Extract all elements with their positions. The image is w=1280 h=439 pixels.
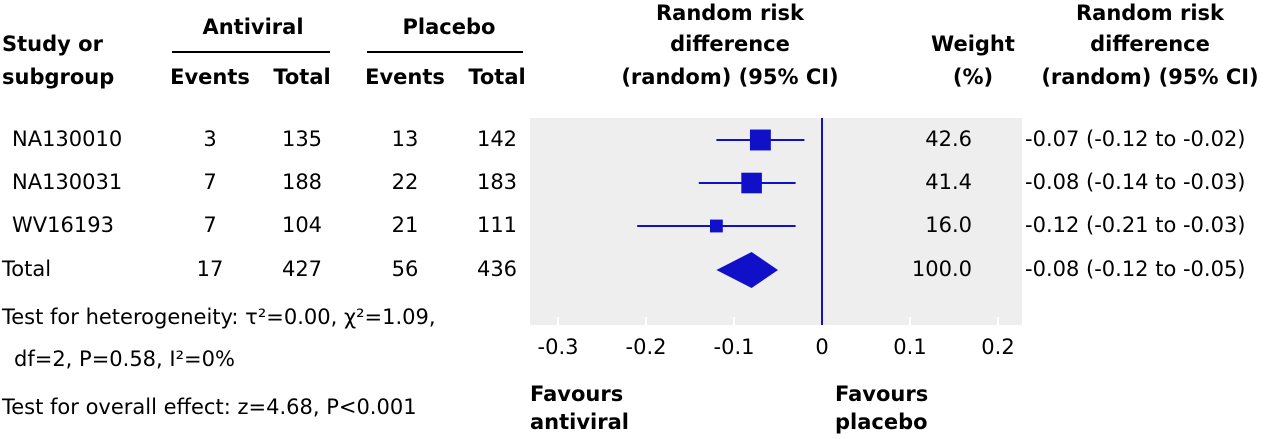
header-text: Total <box>468 65 525 89</box>
x-tick-label: 0.2 <box>981 335 1014 359</box>
weight-square <box>749 129 771 151</box>
favours-label: placebo <box>835 410 928 434</box>
cell: 142 <box>477 127 517 151</box>
x-tick-label: -0.1 <box>714 335 755 359</box>
header-text: Events <box>365 65 445 89</box>
header-text: Events <box>170 65 250 89</box>
cell: 3 <box>203 127 216 151</box>
study-name: NA130010 <box>12 127 122 151</box>
x-tick-label: -0.3 <box>538 335 579 359</box>
footnote: Test for heterogeneity: τ²=0.00, χ²=1.09… <box>1 305 436 329</box>
study-name: WV16193 <box>12 213 114 237</box>
x-tick-label: 0.1 <box>893 335 926 359</box>
cell: 56 <box>392 257 419 281</box>
plot-background <box>530 118 1022 325</box>
favours-label: antiviral <box>530 410 629 434</box>
favours-label: Favours <box>530 382 623 406</box>
footnote: Test for overall effect: z=4.68, P<0.001 <box>1 395 417 419</box>
cell: 188 <box>282 170 322 194</box>
header-text: (%) <box>953 65 993 89</box>
weight: 100.0 <box>912 257 972 281</box>
ci-label: -0.08 (-0.12 to -0.05) <box>1025 257 1246 281</box>
header-text: Total <box>273 65 330 89</box>
cell: 17 <box>197 257 224 281</box>
cell: 13 <box>392 127 419 151</box>
header-text: (random) (95% CI) <box>1041 65 1258 89</box>
ci-label: -0.12 (-0.21 to -0.03) <box>1025 213 1246 237</box>
cell: 135 <box>282 127 322 151</box>
header-text: Placebo <box>403 15 496 39</box>
study-name: Total <box>1 257 51 281</box>
cell: 436 <box>477 257 517 281</box>
cell: 22 <box>392 170 419 194</box>
header-text: difference <box>670 32 790 56</box>
cell: 427 <box>282 257 322 281</box>
cell: 7 <box>203 170 216 194</box>
cell: 111 <box>477 213 517 237</box>
header-text: Weight <box>931 32 1015 56</box>
cell: 183 <box>477 170 517 194</box>
weight-square <box>710 219 723 233</box>
footnote: df=2, P=0.58, I²=0% <box>14 347 235 371</box>
x-tick-label: 0 <box>815 335 828 359</box>
favours-label: Favours <box>835 382 928 406</box>
header-text: (random) (95% CI) <box>621 65 838 89</box>
cell: 7 <box>203 213 216 237</box>
cell: 104 <box>282 213 322 237</box>
total-diamond <box>716 252 778 288</box>
header-text: Antiviral <box>202 15 303 39</box>
weight: 41.4 <box>925 170 972 194</box>
weight-square <box>741 172 762 194</box>
header-text: Random risk <box>1076 1 1225 25</box>
weight: 42.6 <box>925 127 972 151</box>
study-name: NA130031 <box>12 170 122 194</box>
ci-label: -0.08 (-0.14 to -0.03) <box>1025 170 1246 194</box>
header-text: difference <box>1090 32 1210 56</box>
cell: 21 <box>392 213 419 237</box>
weight: 16.0 <box>925 213 972 237</box>
x-tick-label: -0.2 <box>626 335 667 359</box>
header-text: Study or <box>2 32 104 56</box>
header-text: Random risk <box>656 1 805 25</box>
ci-label: -0.07 (-0.12 to -0.02) <box>1025 127 1246 151</box>
header-text: subgroup <box>2 65 114 89</box>
